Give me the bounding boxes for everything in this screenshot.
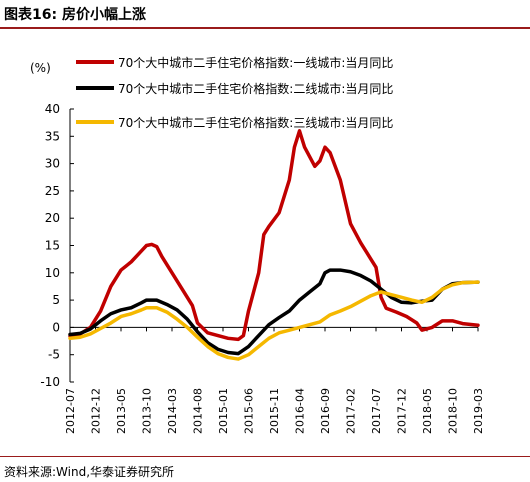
x-tick-label: 2015-11 [268,388,281,434]
x-tick-label: 2018-05 [421,388,434,434]
y-tick-label: 0 [52,320,60,334]
source-note: 资料来源:Wind,华泰证券研究所 [4,465,175,479]
series-line-3 [68,280,480,361]
x-tick-label: 2015-01 [217,388,230,434]
series-line-2 [68,268,480,356]
x-tick-label: 2014-03 [166,388,179,434]
y-tick-label: 20 [45,211,60,225]
x-tick-label: 2014-08 [192,388,205,434]
title-rule [0,27,530,29]
x-tick-label: 2019-03 [472,388,485,434]
series-line-1 [68,129,480,342]
y-tick-label: 5 [52,293,60,307]
legend-label-1: 70个大中城市二手住宅价格指数:一线城市:当月同比 [118,55,393,70]
y-tick-label: 40 [45,102,60,116]
y-tick-label: 10 [45,266,60,280]
figure-header: 图表16: 房价小幅上涨 [0,0,530,29]
y-axis-label: (%) [30,61,51,75]
y-tick-label: 30 [45,157,60,171]
figure-title: 图表16: 房价小幅上涨 [4,7,146,23]
x-tick-label: 2013-05 [115,388,128,434]
y-tick-label: 25 [45,184,60,198]
source-rule [0,456,530,457]
legend-label-3: 70个大中城市二手住宅价格指数:三线城市:当月同比 [118,115,393,130]
y-tick-label: 15 [45,239,60,253]
x-tick-label: 2016-09 [319,388,332,434]
y-tick-label: 35 [45,129,60,143]
y-tick-label: -10 [40,375,60,389]
y-tick-label: -5 [48,348,60,362]
x-tick-label: 2012-07 [64,388,77,434]
x-tick-label: 2017-12 [396,388,409,434]
x-tick-label: 2012-12 [90,388,103,434]
x-tick-label: 2015-06 [243,388,256,434]
x-tick-label: 2013-10 [141,388,154,434]
x-tick-label: 2016-04 [294,388,307,434]
x-tick-label: 2018-10 [447,388,460,434]
line-chart: -10 -5 0 5 10 15 20 25 30 35 40 (%) 2012-07 2012-12 20… [30,55,485,434]
x-tick-label: 2017-02 [345,388,358,434]
legend-label-2: 70个大中城市二手住宅价格指数:二线城市:当月同比 [118,81,393,96]
x-tick-label: 2017-07 [370,388,383,434]
